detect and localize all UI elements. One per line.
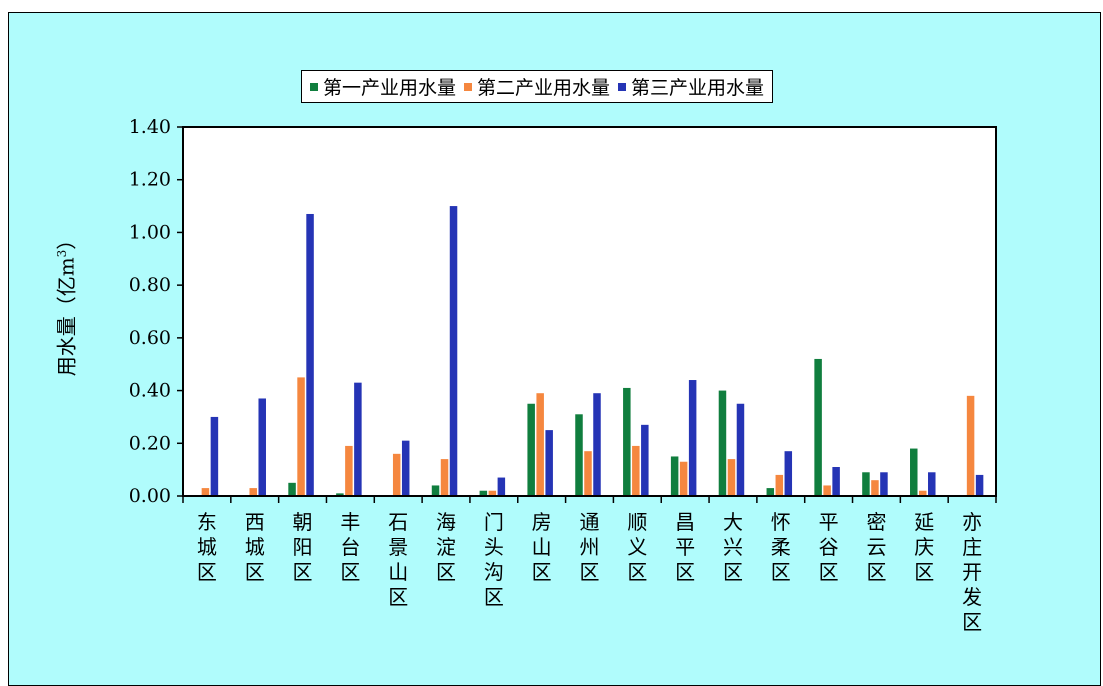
x-tick-label: 昌平区 (675, 510, 696, 584)
legend-swatch-series-1 (310, 82, 318, 91)
legend-swatch-series-3 (618, 82, 627, 91)
bar-series-1 (479, 490, 488, 496)
x-tick-label: 西城区 (244, 510, 265, 584)
plot-area (182, 126, 997, 497)
bar-series-2 (392, 453, 401, 496)
bar-series-2 (727, 459, 736, 496)
bar-series-1 (670, 456, 679, 496)
x-tick-label: 东城区 (196, 510, 217, 584)
legend-item-series-3: 第三产业用水量 (618, 73, 764, 100)
y-tick-label: 0.60 (129, 327, 171, 349)
legend-swatch-series-2 (464, 82, 473, 91)
legend-item-series-2: 第二产业用水量 (464, 73, 610, 100)
bar-series-1 (862, 472, 870, 496)
bar-series-3 (497, 477, 506, 496)
x-tick-label: 通州区 (579, 510, 600, 584)
bar-series-1 (910, 448, 918, 496)
y-tick-label: 0.20 (129, 432, 171, 454)
bar-series-3 (928, 472, 936, 496)
bar-series-2 (297, 377, 305, 496)
bar-series-3 (401, 440, 410, 496)
bar-series-3 (545, 430, 553, 496)
bar-series-2 (249, 488, 257, 496)
plot-border (182, 126, 997, 497)
y-tick-label: 0.00 (129, 485, 171, 507)
bar-series-3 (306, 213, 314, 496)
bar-series-1 (336, 493, 344, 496)
legend-label-series-2: 第二产业用水量 (477, 77, 611, 99)
y-tick-label: 0.40 (129, 380, 171, 402)
y-axis-title-text: 用水量（亿m (54, 257, 79, 377)
legend-label-series-3: 第三产业用水量 (631, 77, 765, 99)
legend-item-series-1: 第一产业用水量 (310, 73, 456, 100)
bar-series-3 (832, 467, 840, 496)
y-tick-label: 1.00 (129, 221, 171, 243)
bar-series-2 (345, 445, 353, 496)
x-tick-label: 大兴区 (722, 510, 743, 584)
bar-series-2 (919, 490, 927, 496)
x-tick-label: 密云区 (866, 510, 887, 584)
bar-series-2 (201, 488, 210, 496)
y-tick-label: 0.80 (129, 274, 171, 296)
bar-series-3 (449, 206, 458, 497)
bar-series-3 (784, 451, 793, 496)
bar-series-2 (679, 461, 688, 496)
bar-series-2 (440, 459, 449, 496)
bar-series-1 (718, 390, 727, 496)
bar-series-3 (736, 403, 745, 496)
bar-series-3 (880, 472, 888, 496)
x-tick-label: 顺义区 (627, 510, 648, 584)
bar-series-1 (288, 482, 296, 496)
chart-frame: 0.00 0.20 0.40 0.60 0.80 1.00 1.20 1.40 第一产业用水量… (8, 12, 1101, 686)
bar-series-1 (431, 485, 440, 496)
bar-series-2 (823, 485, 831, 496)
bar-series-2 (488, 490, 497, 496)
bar-series-3 (641, 424, 649, 496)
bar-series-2 (536, 393, 544, 496)
y-axis-title: 用水量（亿m3） (51, 230, 80, 377)
bar-series-2 (966, 395, 975, 496)
bar-series-1 (814, 358, 822, 496)
bar-series-3 (258, 398, 266, 496)
bar-series-1 (766, 488, 775, 496)
bar-series-3 (354, 382, 362, 496)
x-tick-label: 丰台区 (340, 510, 361, 584)
x-tick-label: 房山区 (531, 510, 552, 584)
x-tick-label: 亦庄开发区 (962, 510, 983, 634)
x-tick-label: 门头沟区 (483, 510, 504, 609)
bar-series-2 (775, 474, 784, 496)
bar-series-1 (623, 387, 631, 496)
bar-series-2 (584, 451, 592, 496)
bar-series-3 (593, 393, 601, 496)
y-axis-title-superscript: 3 (54, 249, 69, 258)
bar-series-3 (688, 380, 697, 496)
x-tick-label: 朝阳区 (292, 510, 313, 584)
bar-series-2 (871, 480, 879, 496)
x-tick-label: 石景山区 (388, 510, 409, 609)
bar-series-2 (632, 445, 640, 496)
legend: 第一产业用水量 第二产业用水量 第三产业用水量 (301, 70, 774, 103)
bar-series-1 (575, 414, 583, 496)
bar-series-3 (975, 474, 984, 496)
x-tick-label: 海淀区 (436, 510, 457, 584)
x-tick-label: 平谷区 (818, 510, 839, 584)
y-tick-label: 1.40 (129, 116, 171, 138)
bar-series-3 (210, 416, 219, 496)
bar-series-1 (527, 403, 535, 496)
y-tick-label: 1.20 (129, 169, 171, 191)
x-tick-label: 延庆区 (914, 510, 935, 584)
legend-label-series-1: 第一产业用水量 (323, 77, 457, 99)
chart-canvas: 0.00 0.20 0.40 0.60 0.80 1.00 1.20 1.40 (129, 116, 997, 507)
y-axis-title-close: ） (54, 229, 79, 250)
x-tick-label: 怀柔区 (770, 510, 791, 584)
